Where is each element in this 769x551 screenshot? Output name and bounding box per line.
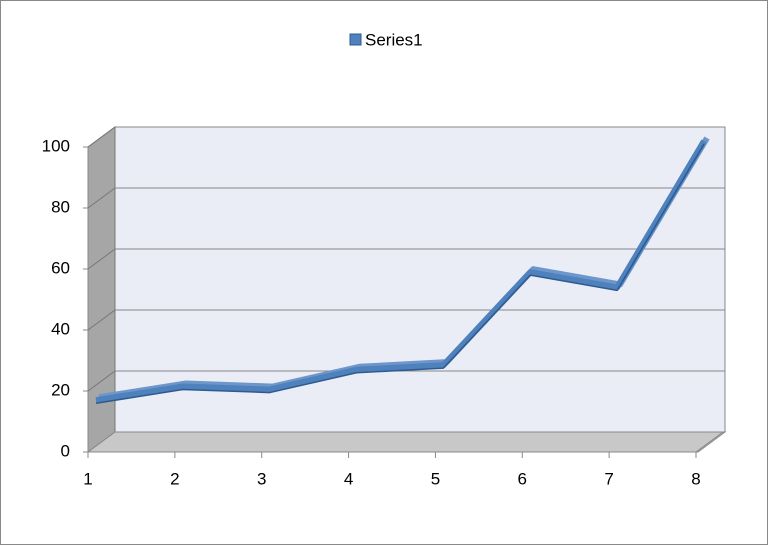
grid-line-side: [87, 248, 116, 270]
x-tick-label: 2: [170, 469, 179, 488]
line: [95, 139, 707, 404]
y-tick-label: 40: [51, 319, 70, 338]
legend-swatch: [349, 33, 362, 46]
grid-line-side: [87, 370, 116, 392]
y-tick-label: 0: [61, 441, 70, 460]
grid-line-side: [87, 309, 116, 331]
line-edge: [95, 143, 705, 404]
x-tick-label: 6: [518, 469, 527, 488]
floor: [86, 431, 727, 453]
y-tick-label: 60: [51, 258, 70, 277]
x-tick-label: 5: [431, 469, 440, 488]
x-tick-label: 1: [83, 469, 92, 488]
x-tick-label: 3: [257, 469, 266, 488]
side-wall: [87, 126, 116, 453]
x-tick-label: 7: [604, 469, 613, 488]
x-tick-label: 8: [691, 469, 700, 488]
y-tick-label: 20: [51, 380, 70, 399]
x-axis-depth: [695, 431, 724, 453]
legend-label: Series1: [365, 30, 423, 49]
grid-line-side: [87, 126, 116, 148]
x-tick-label: 4: [344, 469, 353, 488]
y-tick-label: 80: [51, 197, 70, 216]
y-tick-label: 100: [42, 136, 70, 155]
grid-line-side: [87, 187, 116, 209]
